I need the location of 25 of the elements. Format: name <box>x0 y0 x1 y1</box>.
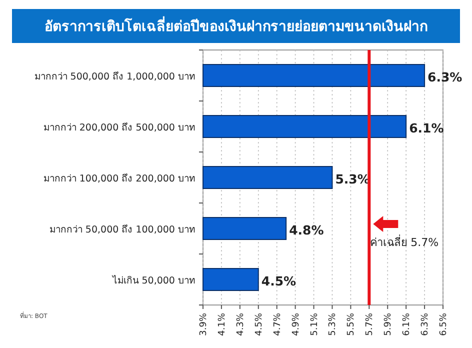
x-tick-label: 5.9% <box>384 312 394 336</box>
x-tick-label: 4.3% <box>236 312 246 336</box>
x-tick-label: 4.7% <box>272 312 283 336</box>
ref-line-label: ค่าเฉลี่ย 5.7% <box>370 234 439 249</box>
y-tick-label: มากกว่า 500,000 ถึง 1,000,000 บาท <box>34 72 195 82</box>
chart-title: อัตราการเติบโตเฉลี่ยต่อปีของเงินฝากรายย่อยตามขนาดเงินฝาก <box>44 16 428 35</box>
x-tick-label: 4.5% <box>254 312 264 336</box>
x-tick-label: 5.1% <box>310 312 320 336</box>
y-tick-label: มากกว่า 50,000 ถึง 100,000 บาท <box>49 224 195 236</box>
x-tick-label: 5.7% <box>365 312 376 336</box>
data-label: 4.5% <box>261 274 297 288</box>
y-tick-label: ไม่เกิน 50,000 บาท <box>112 274 195 286</box>
x-tick-label: 4.9% <box>291 312 302 336</box>
data-label: 4.8% <box>289 222 324 238</box>
x-tick-label: 6.3% <box>420 312 431 336</box>
x-tick-label: 4.1% <box>217 312 228 336</box>
x-tick-label: 6.5% <box>439 312 449 336</box>
x-tick-label: 5.3% <box>328 312 338 336</box>
y-tick-label: มากกว่า 200,000 ถึง 500,000 บาท <box>43 122 195 134</box>
data-label: 6.1% <box>409 120 444 136</box>
y-tick-label: มากกว่า 100,000 ถึง 200,000 บาท <box>43 174 195 184</box>
data-label: 6.3% <box>428 70 463 84</box>
x-tick-label: 3.9% <box>199 312 209 336</box>
x-tick-label: 5.5% <box>346 312 357 336</box>
x-tick-label: 6.1% <box>402 312 412 336</box>
